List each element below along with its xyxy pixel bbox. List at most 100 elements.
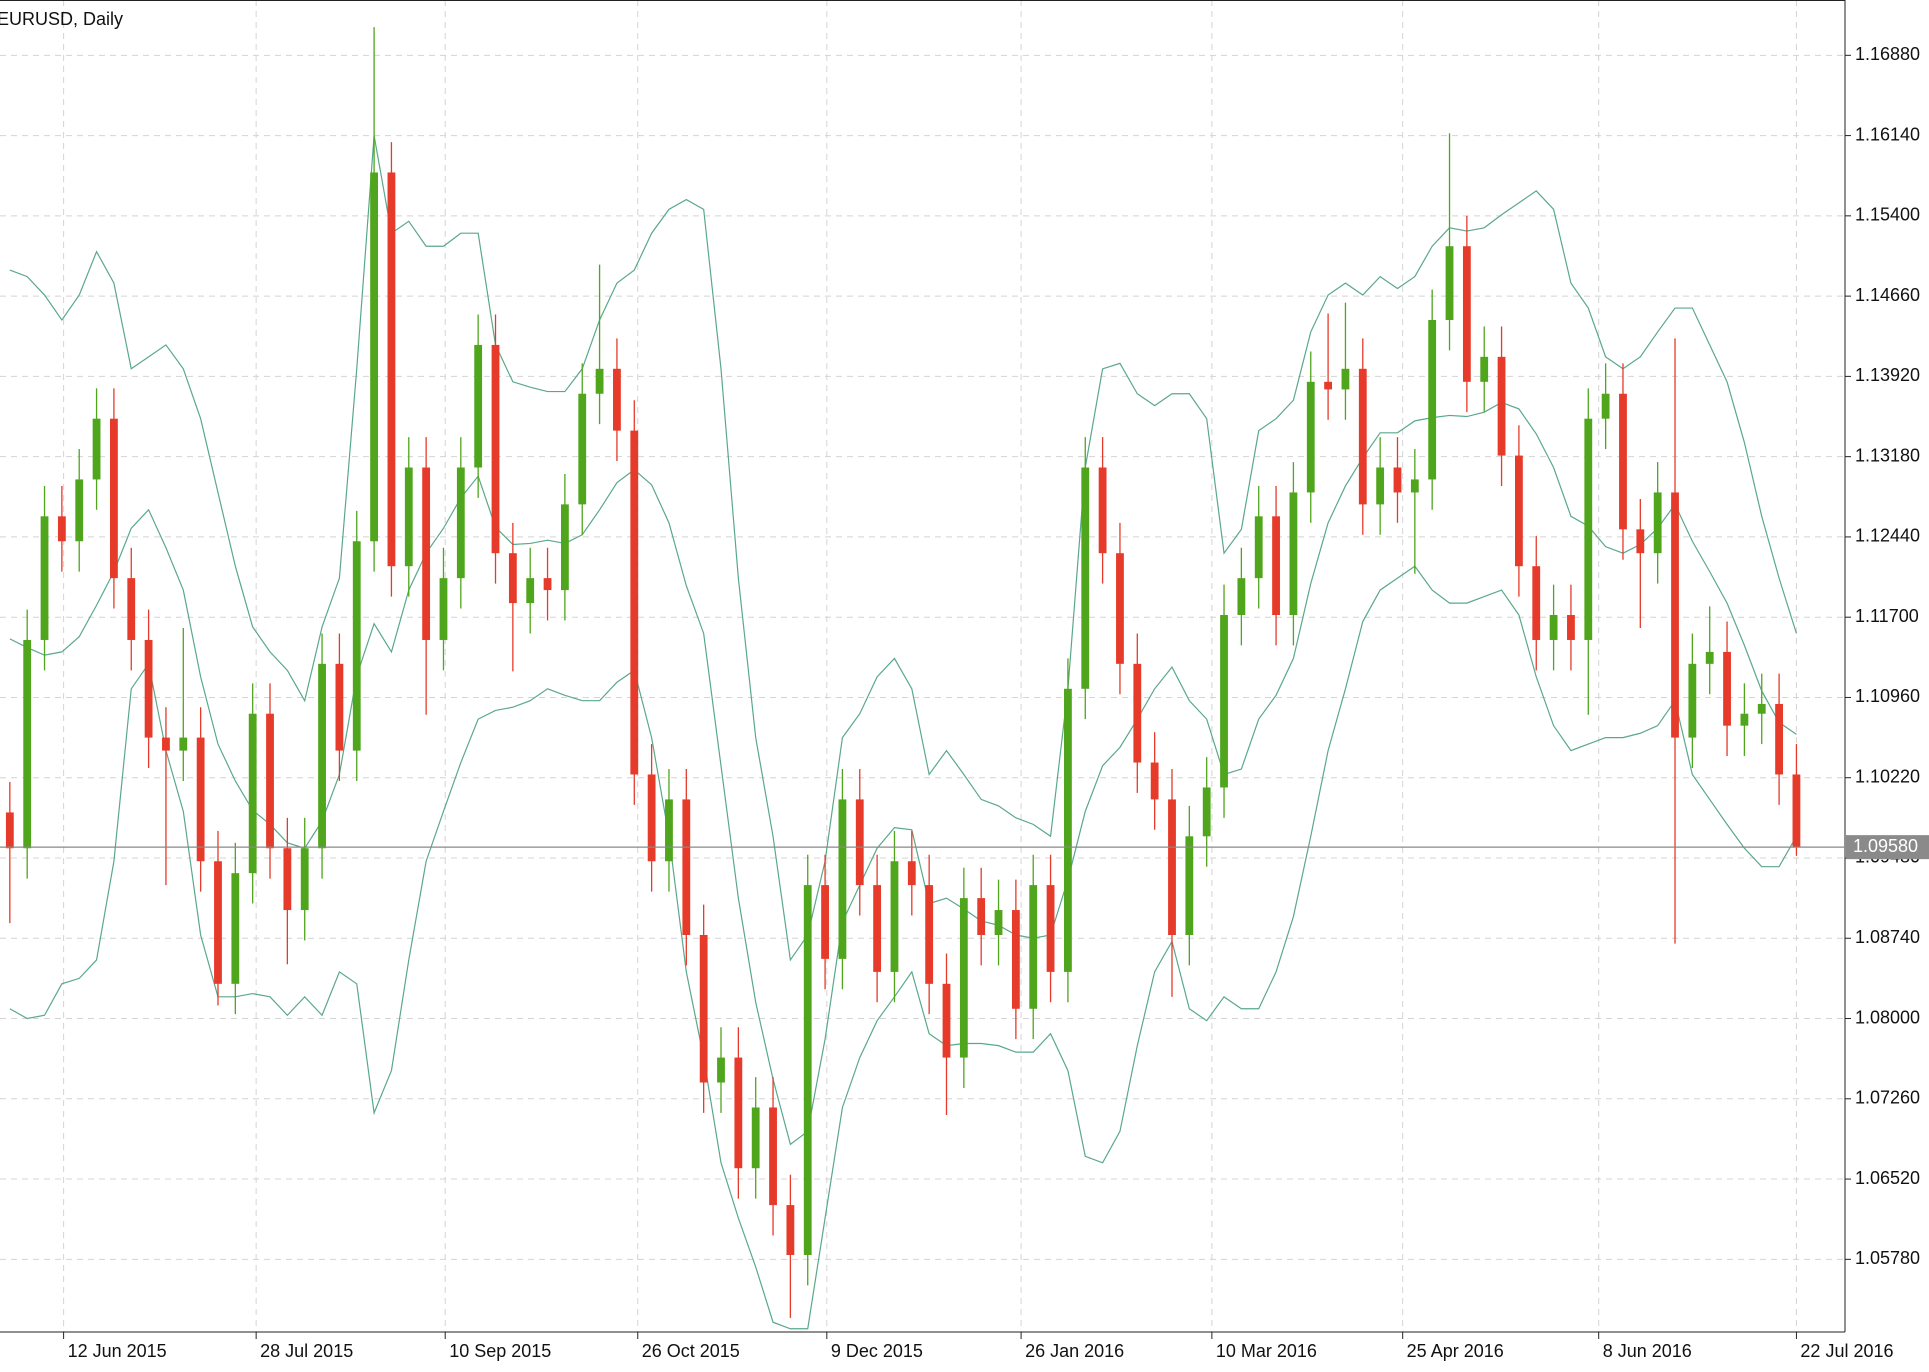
candle-body xyxy=(57,516,66,542)
candle-body xyxy=(231,873,240,984)
candle-body xyxy=(1567,615,1575,640)
candle-body xyxy=(110,418,118,579)
candle-body xyxy=(977,898,986,936)
y-tick-label: 1.08740 xyxy=(1855,927,1920,947)
y-tick-label: 1.13180 xyxy=(1855,445,1920,465)
y-tick-label: 1.11700 xyxy=(1855,606,1919,626)
y-tick-label: 1.06520 xyxy=(1855,1168,1920,1188)
candle-body xyxy=(1688,663,1697,738)
x-tick-label: 26 Jan 2016 xyxy=(1025,1341,1124,1361)
candle-body xyxy=(1428,319,1437,480)
grid-layer xyxy=(0,0,1845,1332)
candle-body xyxy=(994,910,1003,936)
candle-body xyxy=(1462,246,1471,382)
candle-body xyxy=(283,848,292,911)
candle-body xyxy=(422,467,431,640)
y-tick-label: 1.16140 xyxy=(1855,124,1920,144)
candle-body xyxy=(1584,418,1593,640)
candle-body xyxy=(1514,455,1523,567)
candle-body xyxy=(1410,479,1419,493)
candle-body xyxy=(1723,651,1731,726)
candle-body xyxy=(1168,799,1176,936)
candle-body xyxy=(439,578,448,640)
candle-body xyxy=(1237,578,1246,616)
candle-body xyxy=(1029,885,1038,1009)
x-tick-label: 10 Mar 2016 xyxy=(1216,1341,1317,1361)
candle-body xyxy=(1081,467,1090,689)
candle-body xyxy=(578,393,587,505)
candle-body xyxy=(1116,553,1124,664)
candle-body xyxy=(647,774,656,862)
candle-body xyxy=(890,861,899,972)
candle-body xyxy=(821,885,829,959)
candle-body xyxy=(526,578,535,604)
candle-body xyxy=(1549,615,1558,640)
candle-body xyxy=(144,639,153,738)
x-tick-label: 10 Sep 2015 xyxy=(449,1341,551,1361)
candle-body xyxy=(1532,566,1541,640)
candle-body xyxy=(1064,688,1072,972)
candle-body xyxy=(1220,615,1228,788)
candle-body xyxy=(248,713,257,874)
candle-body xyxy=(907,861,916,886)
candle-body xyxy=(387,172,396,567)
candle-body xyxy=(1358,368,1367,505)
bollinger-band xyxy=(9,135,1798,962)
candle-layer xyxy=(5,27,1801,1318)
candle-body xyxy=(1601,393,1610,419)
candle-body xyxy=(1619,393,1627,530)
candle-body xyxy=(803,885,812,1255)
candle-body xyxy=(92,418,101,480)
y-tick-label: 1.05780 xyxy=(1855,1248,1920,1268)
x-tick-label: 25 Apr 2016 xyxy=(1407,1341,1504,1361)
candle-body xyxy=(127,578,136,640)
candle-body xyxy=(1011,910,1020,1009)
y-tick-label: 1.08000 xyxy=(1855,1007,1920,1027)
candle-body xyxy=(613,368,621,431)
candle-body xyxy=(1393,467,1402,493)
candle-body xyxy=(959,898,968,1058)
y-tick-label: 1.10960 xyxy=(1855,686,1920,706)
candle-body xyxy=(1671,492,1679,738)
candle-body xyxy=(734,1057,743,1169)
candle-body xyxy=(1792,774,1801,848)
candle-body xyxy=(873,885,882,972)
last-price-box xyxy=(1846,835,1929,860)
candle-body xyxy=(1133,663,1142,763)
x-tick-label: 28 Jul 2015 xyxy=(260,1341,353,1361)
candle-body xyxy=(786,1205,795,1255)
y-tick-label: 1.14660 xyxy=(1855,285,1920,305)
x-tick-label: 9 Dec 2015 xyxy=(831,1341,923,1361)
candle-body xyxy=(335,663,344,751)
x-tick-label: 26 Oct 2015 xyxy=(642,1341,740,1361)
candle-body xyxy=(1775,703,1783,775)
last-price-label: 1.09580 xyxy=(1853,836,1918,856)
candle-body xyxy=(1376,467,1385,505)
candle-body xyxy=(1254,516,1263,579)
candle-body xyxy=(352,541,361,751)
candle-body xyxy=(699,935,708,1083)
candle-body xyxy=(1306,381,1315,493)
y-tick-label: 1.07260 xyxy=(1855,1088,1920,1108)
candle-body xyxy=(1480,356,1489,382)
candle-body xyxy=(456,467,465,579)
candle-body xyxy=(5,812,14,849)
candle-body xyxy=(318,663,326,849)
candle-body xyxy=(1341,368,1350,390)
candle-body xyxy=(1636,529,1645,554)
candle-body xyxy=(1098,467,1107,554)
candle-body xyxy=(1757,703,1766,714)
bollinger-band xyxy=(9,401,1797,1146)
candle-body xyxy=(838,799,847,959)
candle-body xyxy=(1272,516,1280,616)
candle-body xyxy=(855,799,864,886)
candle-body xyxy=(1185,836,1194,936)
candle-body xyxy=(370,172,378,542)
candle-body xyxy=(1740,713,1749,726)
chart-title: EURUSD, Daily xyxy=(0,9,123,29)
bollinger-band xyxy=(9,565,1797,1330)
y-tick-label: 1.13920 xyxy=(1855,365,1920,385)
candle-body xyxy=(717,1057,725,1083)
